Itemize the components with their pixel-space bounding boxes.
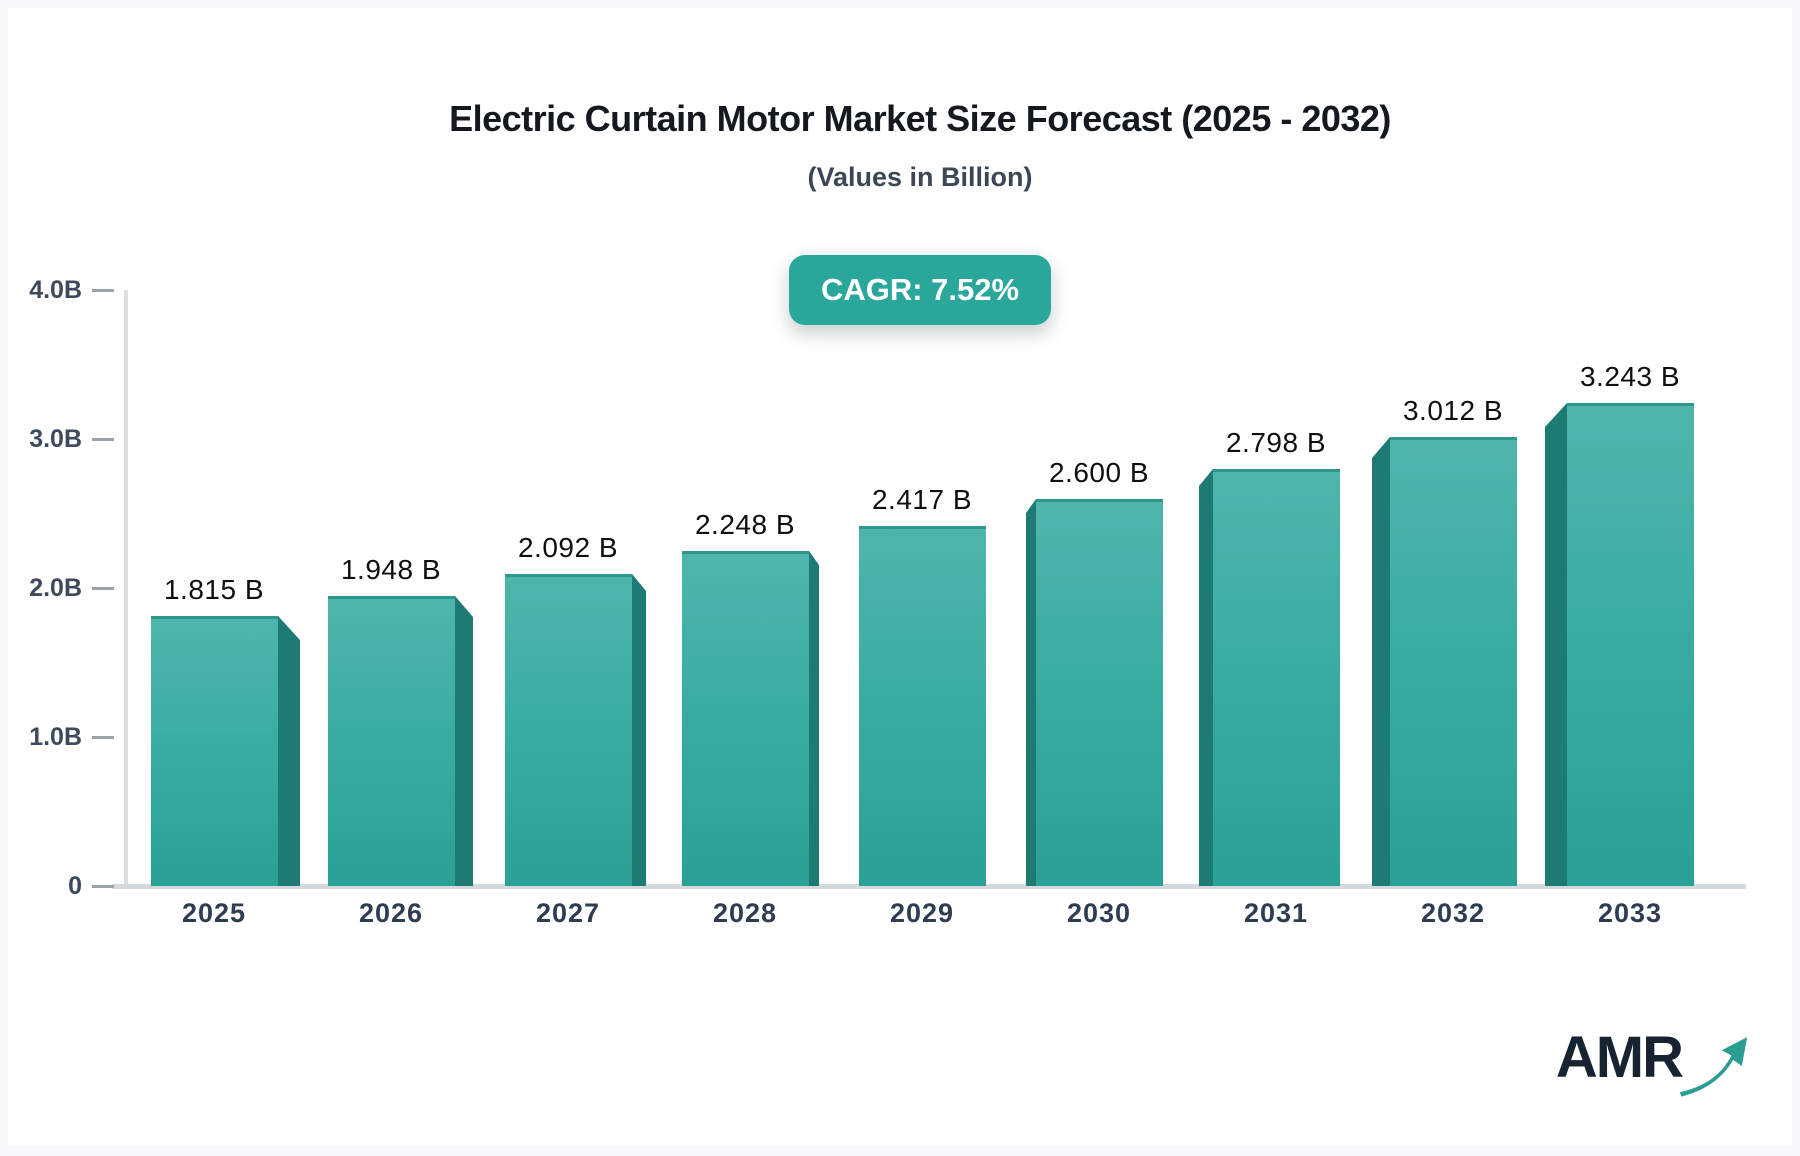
x-axis-label-2030: 2030 [1066, 898, 1132, 928]
y-axis-tick-label: 2.0B [29, 574, 82, 602]
y-axis-line [124, 290, 128, 886]
y-axis-tick-label: 0 [68, 872, 82, 900]
bar-side-2028 [809, 551, 819, 886]
x-axis-baseline [112, 884, 1746, 889]
bar-side-2030 [1026, 499, 1036, 886]
bar-side-2027 [632, 574, 646, 886]
bar-value-label-2030: 2.600 B [1048, 457, 1150, 488]
bar-2032 [1390, 437, 1517, 886]
x-axis-label-2028: 2028 [712, 898, 778, 928]
y-axis-tick-mark [92, 289, 114, 292]
y-axis-tick-mark [92, 736, 114, 739]
bar-value-label-2025: 1.815 B [163, 574, 265, 605]
bar-value-label-2031: 2.798 B [1225, 427, 1327, 458]
x-axis-label-2033: 2033 [1597, 898, 1663, 928]
amr-logo-text: AMR [1555, 1025, 1684, 1090]
bar-2028 [682, 551, 809, 886]
x-axis-label-2027: 2027 [535, 898, 601, 928]
bar-side-2033 [1545, 403, 1567, 886]
y-axis-tick-label: 4.0B [29, 276, 82, 304]
cagr-badge-wrap: CAGR: 7.52% [40, 255, 1800, 325]
bar-value-label-2027: 2.092 B [517, 532, 619, 563]
bar-value-label-2028: 2.248 B [694, 509, 796, 540]
x-axis-label-2025: 2025 [181, 898, 247, 928]
y-axis-tick-mark [92, 438, 114, 441]
x-axis-label-2029: 2029 [889, 898, 955, 928]
bar-2026 [328, 596, 455, 886]
bar-side-2032 [1372, 437, 1390, 886]
bar-value-label-2026: 1.948 B [340, 554, 442, 585]
bar-2030 [1036, 499, 1163, 886]
bar-2031 [1213, 469, 1340, 886]
cagr-badge: CAGR: 7.52% [788, 255, 1052, 325]
x-axis-label-2032: 2032 [1420, 898, 1486, 928]
bar-2025 [151, 616, 278, 886]
y-axis-tick-label: 3.0B [29, 425, 82, 453]
y-axis-tick-label: 1.0B [29, 723, 82, 751]
y-axis-tick-mark [92, 885, 114, 888]
bar-value-label-2033: 3.243 B [1579, 361, 1681, 392]
bar-2033 [1567, 403, 1694, 886]
bar-side-2026 [455, 596, 473, 886]
x-axis-label-2031: 2031 [1243, 898, 1309, 928]
y-axis-tick-mark [92, 587, 114, 590]
x-axis-label-2026: 2026 [358, 898, 424, 928]
bar-side-2031 [1199, 469, 1213, 886]
growth-arrow-icon [1678, 1034, 1748, 1103]
bar-2029 [859, 526, 986, 886]
bar-side-2025 [278, 616, 300, 886]
chart-title: Electric Curtain Motor Market Size Forec… [449, 98, 1391, 139]
bar-value-label-2029: 2.417 B [871, 484, 973, 515]
bar-value-label-2032: 3.012 B [1402, 395, 1504, 426]
amr-logo: AMR [1556, 1028, 1748, 1103]
chart-subtitle: (Values in Billion) [807, 162, 1033, 192]
bar-2027 [505, 574, 632, 886]
